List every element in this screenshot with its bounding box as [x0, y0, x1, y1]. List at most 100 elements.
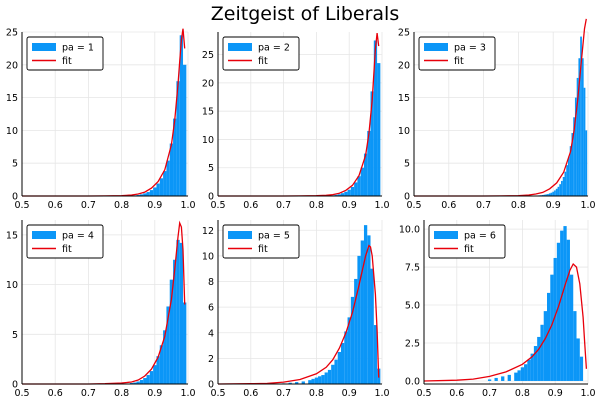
hist-bar: [344, 331, 348, 384]
hist-bar: [573, 311, 577, 381]
hist-bar: [156, 356, 160, 384]
legend-hist-swatch: [228, 231, 252, 239]
legend-label-hist: pa = 2: [258, 43, 290, 54]
x-tick-label: 1.0: [180, 200, 195, 211]
hist-bar: [183, 302, 187, 384]
y-tick-label: 0: [404, 192, 410, 203]
hist-bar: [578, 58, 581, 196]
legend-label-fit: fit: [454, 56, 464, 67]
hist-bar: [173, 259, 177, 384]
y-tick-label: 6: [208, 303, 214, 314]
hist-bar: [569, 146, 572, 196]
hist-bar: [562, 176, 565, 196]
hist-bar: [530, 353, 534, 381]
hist-bar: [552, 191, 555, 196]
legend-hist-swatch: [32, 43, 56, 51]
hist-bar: [321, 375, 325, 384]
x-tick-label: 0.6: [449, 388, 464, 399]
y-tick-label: 5: [12, 330, 18, 341]
y-tick-label: 0: [12, 192, 18, 203]
x-tick-label: 1.0: [580, 388, 595, 399]
x-tick-label: 0.8: [114, 200, 129, 211]
hist-bar: [580, 36, 582, 197]
legend-label-hist: pa = 6: [464, 231, 496, 242]
hist-bar: [176, 81, 180, 196]
hist-bar: [576, 77, 579, 196]
hist-bar: [550, 192, 553, 196]
y-tick-label: 15: [398, 93, 410, 104]
hist-bar: [136, 381, 140, 384]
hist-bar: [173, 118, 177, 196]
hist-bar: [367, 130, 371, 196]
figure-title: Zeitgeist of Liberals: [211, 3, 399, 25]
hist-bar: [344, 191, 348, 196]
y-tick-label: 15: [6, 93, 18, 104]
legend-label-hist: pa = 5: [258, 231, 290, 242]
legend-label-hist: pa = 1: [62, 43, 94, 54]
hist-bar: [548, 193, 551, 196]
hist-bar: [517, 370, 521, 381]
hist-bar: [301, 381, 305, 384]
legend-label-fit: fit: [464, 244, 474, 255]
x-tick-label: 0.5: [210, 388, 225, 399]
hist-bar: [553, 257, 557, 381]
hist-bar: [337, 194, 341, 196]
x-tick-label: 0.9: [548, 388, 563, 399]
x-tick-label: 0.6: [48, 388, 63, 399]
hist-bar: [370, 91, 374, 196]
x-tick-label: 0.7: [276, 200, 291, 211]
y-tick-label: 10: [398, 126, 410, 137]
hist-bar: [139, 194, 144, 196]
legend-label-hist: pa = 3: [454, 43, 486, 54]
y-tick-label: 15: [6, 230, 18, 241]
x-tick-label: 1.0: [180, 388, 195, 399]
subplot-2: 0.5 0.6 0.7 0.8 0.9 1.0 0 5 10 15 20 25 pa = 2 fit: [202, 32, 390, 211]
hist-bar: [533, 346, 538, 381]
y-tick-label: 15: [202, 107, 214, 118]
legend-hist-swatch: [434, 231, 458, 239]
x-tick-label: 0.5: [14, 388, 29, 399]
hist-bar: [341, 343, 345, 384]
hist-bar: [566, 165, 568, 196]
legend-label-hist: pa = 4: [62, 231, 94, 242]
subplot-4: 0.5 0.6 0.7 0.8 0.9 1.0 0 5 10 15 pa = 4 fit: [6, 220, 196, 399]
hist-bar: [561, 180, 563, 196]
x-tick-label: 0.6: [48, 200, 63, 211]
hist-bar: [334, 359, 338, 384]
hist-bar: [153, 187, 157, 196]
hist-bar: [377, 63, 381, 196]
y-tick-label: 10: [202, 251, 214, 262]
x-tick-label: 1.0: [580, 200, 595, 211]
hist-bar: [557, 186, 560, 196]
hist-bar: [149, 190, 154, 196]
hist-bar: [581, 58, 584, 196]
hist-bar: [360, 167, 364, 196]
hist-bar: [373, 325, 378, 384]
x-tick-label: 0.9: [147, 200, 162, 211]
hist-bar: [166, 306, 170, 384]
subplot-1: 0.5 0.6 0.7 0.8 0.9 1.0 0 5 10 15 20 25 pa = 1 fit: [6, 28, 196, 212]
hist-bar: [543, 311, 547, 381]
x-tick-label: 0.6: [243, 388, 258, 399]
hist-bar: [354, 278, 358, 384]
hist-bar: [524, 364, 528, 381]
hist-bar: [350, 296, 355, 384]
y-tick-label: 20: [202, 78, 214, 89]
hist-bar: [169, 279, 174, 384]
legend-label-fit: fit: [62, 244, 72, 255]
hist-bar: [337, 351, 341, 384]
hist-bar: [554, 190, 556, 196]
x-tick-label: 0.8: [114, 388, 129, 399]
hist-bar: [288, 382, 292, 384]
y-tick-label: 0: [12, 380, 18, 391]
y-tick-label: 4: [208, 328, 214, 339]
hist-bar: [555, 188, 558, 196]
hist-bar: [314, 377, 319, 384]
hist-bar: [143, 193, 147, 196]
y-tick-label: 5: [12, 159, 18, 170]
x-tick-label: 0.8: [309, 200, 324, 211]
y-tick-label: 20: [6, 60, 18, 71]
hist-bar: [354, 182, 358, 196]
legend-label-fit: fit: [258, 244, 268, 255]
